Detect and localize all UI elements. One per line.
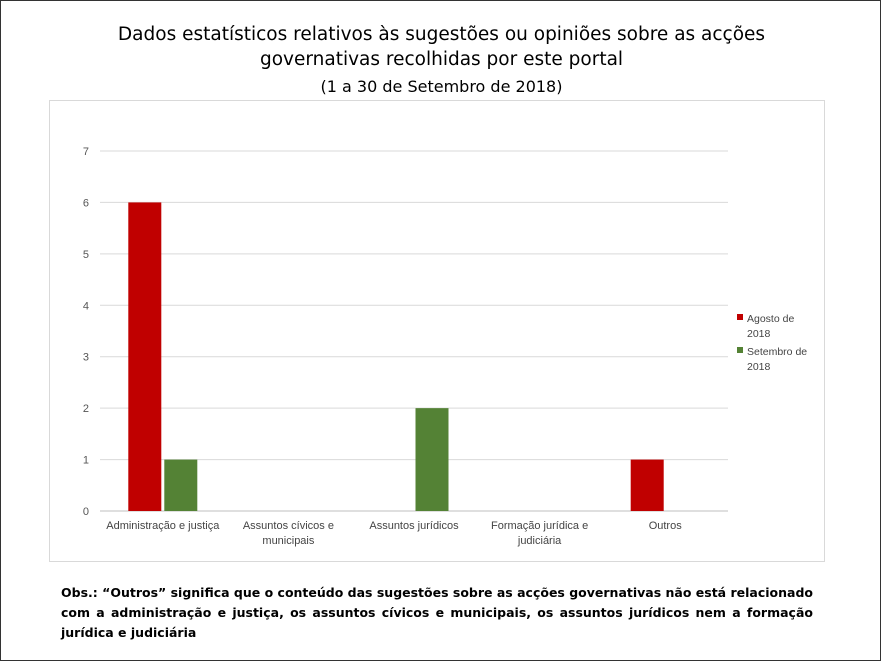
y-tick-label-7: 7 bbox=[83, 146, 89, 158]
chart-title: Dados estatísticos relativos às sugestõe… bbox=[0, 22, 883, 72]
chart-title-line-2: governativas recolhidas por este portal bbox=[259, 49, 624, 70]
x-category-label-3-line-1: judiciária bbox=[517, 535, 562, 547]
legend-label-setembro-line-0: Setembro de bbox=[747, 346, 807, 358]
y-tick-label-4: 4 bbox=[83, 300, 89, 312]
bar-setembro-2 bbox=[415, 408, 449, 511]
legend-swatch-setembro bbox=[737, 347, 743, 353]
y-tick-label-1: 1 bbox=[83, 455, 89, 467]
x-category-label-1-line-1: municipais bbox=[262, 535, 314, 547]
x-category-label-3-line-0: Formação jurídica e bbox=[491, 520, 588, 532]
legend-swatch-agosto bbox=[737, 314, 743, 320]
y-tick-label-3: 3 bbox=[83, 352, 89, 364]
legend-label-agosto-line-1: 2018 bbox=[747, 328, 771, 340]
chart-subtitle: (1 a 30 de Setembro de 2018) bbox=[320, 77, 563, 96]
legend-label-setembro-line-1: 2018 bbox=[747, 361, 771, 373]
bar-setembro-0 bbox=[164, 459, 198, 511]
x-category-label-1-line-0: Assuntos cívicos e bbox=[243, 520, 334, 532]
y-tick-label-5: 5 bbox=[83, 249, 89, 261]
x-category-label-4: Outros bbox=[649, 520, 683, 532]
y-tick-label-2: 2 bbox=[83, 403, 89, 415]
y-tick-label-6: 6 bbox=[83, 197, 89, 209]
chart-area: 0 1 2 3 4 5 6 7 Administração e justiça Assuntos … bbox=[49, 100, 825, 562]
chart-title-line-1: Dados estatísticos relativos às sugestõe… bbox=[117, 24, 766, 45]
bar-agosto-4 bbox=[630, 459, 664, 511]
x-category-label-0: Administração e justiça bbox=[106, 520, 220, 532]
bar-chart: 0 1 2 3 4 5 6 7 Administração e justiça Assuntos … bbox=[83, 146, 807, 547]
observation-note: Obs.: “Outros” significa que o conteúdo … bbox=[61, 585, 813, 640]
x-category-label-2: Assuntos jurídicos bbox=[369, 520, 459, 532]
legend-label-agosto-line-0: Agosto de bbox=[747, 313, 794, 325]
bar-agosto-0 bbox=[128, 202, 162, 511]
y-tick-label-0: 0 bbox=[83, 506, 89, 518]
